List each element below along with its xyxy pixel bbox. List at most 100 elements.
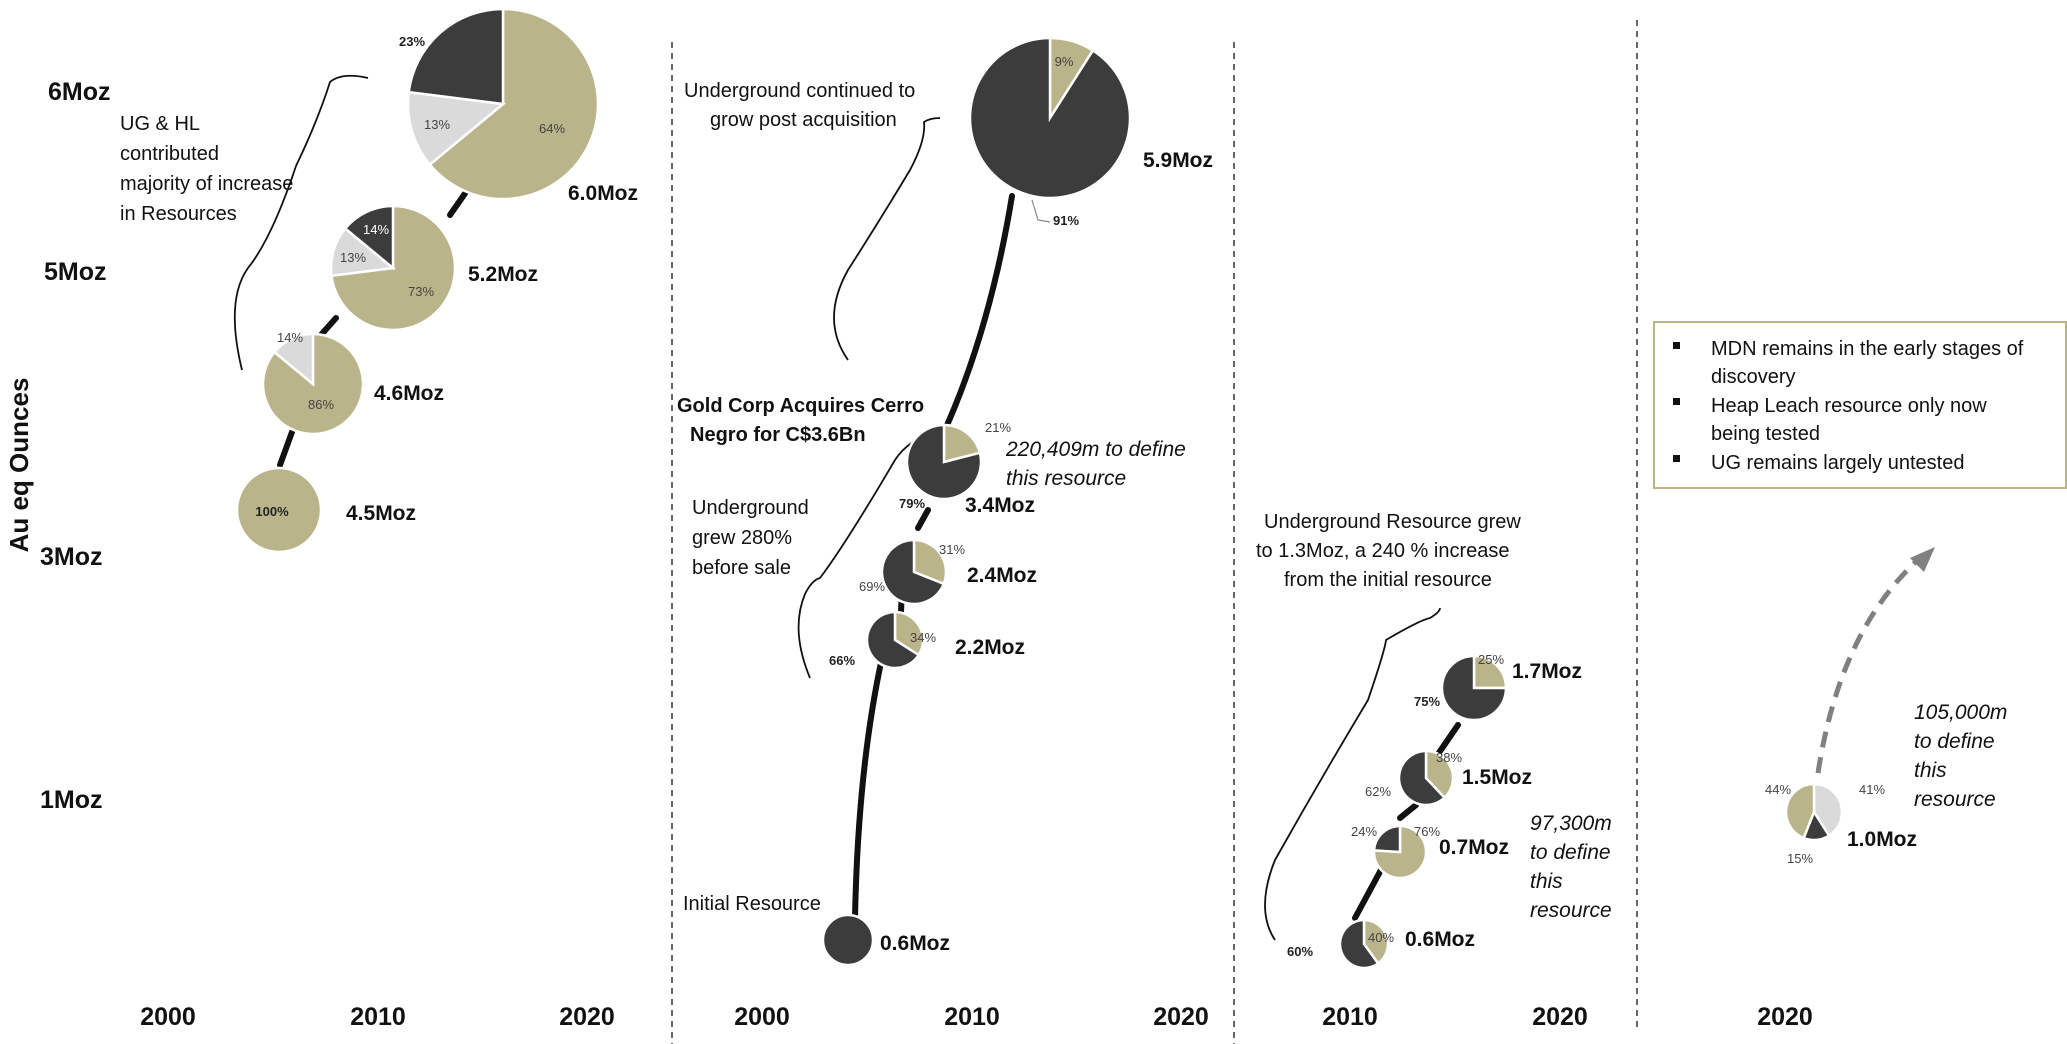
pie-slice bbox=[1362, 918, 1390, 966]
pie-total-label: 0.6Moz bbox=[1405, 928, 1475, 951]
bullet-text: MDN remains in the early stages of bbox=[1711, 338, 2024, 360]
y-tick-label: 6Moz bbox=[48, 78, 111, 106]
pie-total-label: 3.4Moz bbox=[965, 494, 1035, 517]
slice-label: 44% bbox=[1765, 782, 1791, 797]
annotation-line: Gold Corp Acquires Cerro bbox=[677, 395, 924, 417]
slice-label: 14% bbox=[363, 222, 389, 237]
pie-slice bbox=[235, 466, 323, 554]
pie-slice bbox=[1338, 918, 1380, 970]
pie-group bbox=[235, 7, 1844, 970]
slice-label: 75% bbox=[1414, 694, 1440, 709]
x-tick-label: 2010 bbox=[944, 1003, 1000, 1031]
annotation-line: Negro for C$3.6Bn bbox=[690, 424, 866, 446]
slice-label: 13% bbox=[340, 250, 366, 265]
annotation-line: resource bbox=[1530, 899, 1612, 922]
pie-total-label: 5.9Moz bbox=[1143, 149, 1213, 172]
pie-slice bbox=[1440, 654, 1508, 722]
slice-label: 34% bbox=[910, 630, 936, 645]
x-tick-label: 2020 bbox=[1153, 1003, 1209, 1031]
pie-slice bbox=[968, 36, 1132, 200]
annotation-line: in Resources bbox=[120, 203, 237, 225]
x-tick-label: 2020 bbox=[1757, 1003, 1813, 1031]
annotation-panel2: Initial Resource Underground grew 280% b… bbox=[677, 80, 1186, 915]
annotation-line: grew 280% bbox=[692, 527, 792, 549]
pie-total-label: 6.0Moz bbox=[568, 182, 638, 205]
pie-slice bbox=[880, 538, 946, 606]
annotation-panel3: Underground Resource grew to 1.3Moz, a 2… bbox=[1256, 511, 1612, 922]
slice-label: 86% bbox=[308, 397, 334, 412]
slice-label: 14% bbox=[277, 330, 303, 345]
pie-total-label: 0.6Moz bbox=[880, 932, 950, 955]
pie-total-label: 1.5Moz bbox=[1462, 766, 1532, 789]
slice-label: 60% bbox=[1287, 944, 1313, 959]
bullet-marker bbox=[1673, 455, 1680, 462]
annotation-line: this bbox=[1914, 759, 1947, 782]
slice-label: 31% bbox=[939, 542, 965, 557]
slice-label: 41% bbox=[1859, 782, 1885, 797]
pie-total-label: 1.7Moz bbox=[1512, 660, 1582, 683]
pie-slice bbox=[1397, 749, 1447, 807]
y-axis-label: Au eq Ounces bbox=[4, 378, 34, 553]
brace-lines bbox=[233, 74, 1441, 941]
pie-total-label: 4.5Moz bbox=[346, 502, 416, 525]
annotation-line: Underground bbox=[692, 497, 809, 519]
x-tick-label: 2010 bbox=[1322, 1003, 1378, 1031]
pie-slice bbox=[1424, 749, 1455, 800]
slice-label: 64% bbox=[539, 121, 565, 136]
annotation-line: Underground continued to bbox=[684, 80, 915, 102]
annotation-line: to define bbox=[1914, 730, 1995, 753]
annotation-line: 220,409m to define bbox=[1005, 438, 1186, 461]
pie-slice bbox=[1784, 782, 1816, 840]
y-tick-label: 5Moz bbox=[44, 258, 107, 286]
slice-label: 13% bbox=[424, 117, 450, 132]
bullet-marker bbox=[1673, 398, 1680, 405]
slice-label: 62% bbox=[1365, 784, 1391, 799]
panel-dividers bbox=[671, 20, 1638, 1044]
pie-slice bbox=[865, 610, 921, 670]
annotation-line: Initial Resource bbox=[683, 893, 821, 915]
pie-total-label: 2.4Moz bbox=[967, 564, 1037, 587]
pie-total-labels: 4.5Moz 4.6Moz 5.2Moz 6.0Moz 0.6Moz 2.2Mo… bbox=[346, 149, 1917, 955]
pie-slice bbox=[406, 90, 507, 167]
pie-total-label: 0.7Moz bbox=[1439, 836, 1509, 859]
bullet-text: Heap Leach resource only now bbox=[1711, 395, 1987, 417]
annotation-line: majority of increase bbox=[120, 173, 293, 195]
bullet-marker bbox=[1673, 342, 1680, 349]
annotation-line: 105,000m bbox=[1914, 701, 2007, 724]
annotation-line: contributed bbox=[120, 143, 219, 165]
pie-total-label: 5.2Moz bbox=[468, 263, 538, 286]
x-tick-label: 2000 bbox=[140, 1003, 196, 1031]
pie-slice bbox=[1372, 824, 1402, 854]
slice-label: 73% bbox=[408, 284, 434, 299]
y-tick-label: 1Moz bbox=[40, 786, 103, 814]
annotation-line: from the initial resource bbox=[1284, 569, 1492, 591]
pie-slice bbox=[407, 7, 505, 106]
pie-slice bbox=[821, 913, 875, 967]
slice-label: 9% bbox=[1055, 54, 1074, 69]
bullet-box bbox=[1653, 321, 2067, 489]
annotation-line: resource bbox=[1914, 788, 1996, 811]
annotation-line: to 1.3Moz, a 240 % increase bbox=[1256, 540, 1509, 562]
slice-label: 69% bbox=[859, 579, 885, 594]
pie-slice bbox=[1472, 654, 1508, 690]
slice-label: 79% bbox=[899, 496, 925, 511]
slice-label: 100% bbox=[255, 504, 289, 519]
annotation-line: Underground Resource grew bbox=[1264, 511, 1521, 533]
slice-label: 38% bbox=[1436, 750, 1462, 765]
slice-label: 15% bbox=[1787, 851, 1813, 866]
annotation-line: UG & HL bbox=[120, 113, 200, 135]
pie-slice bbox=[272, 332, 315, 387]
annotation-panel1: UG & HL contributed majority of increase… bbox=[120, 113, 293, 225]
annotation-line: grow post acquisition bbox=[710, 109, 897, 131]
x-tick-label: 2020 bbox=[559, 1003, 615, 1031]
pie-slice bbox=[942, 423, 982, 464]
pie-slice bbox=[905, 423, 983, 501]
slice-label: 66% bbox=[829, 653, 855, 668]
annotation-line: to define bbox=[1530, 841, 1611, 864]
annotation-line: 97,300m bbox=[1530, 812, 1612, 835]
pie-slice bbox=[343, 204, 395, 271]
annotation-line: this resource bbox=[1006, 467, 1126, 490]
annotation-line: this bbox=[1530, 870, 1563, 893]
bullet-text: discovery bbox=[1711, 366, 1795, 388]
